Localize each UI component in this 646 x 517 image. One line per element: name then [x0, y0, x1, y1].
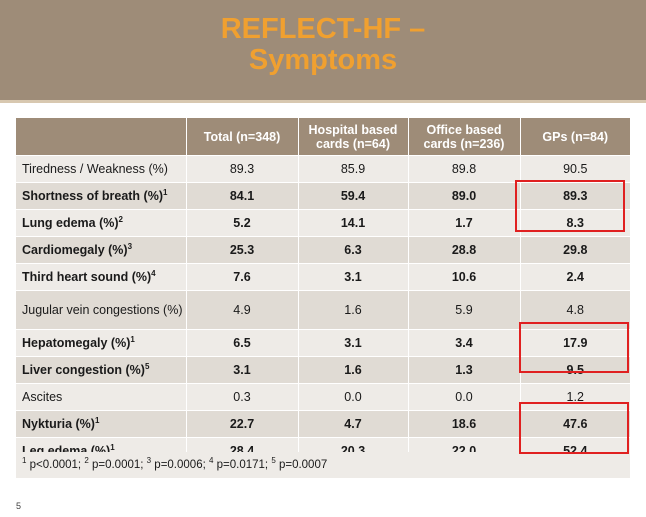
cell-hospital: 3.1 — [297, 263, 408, 291]
cell-hospital: 0.0 — [297, 383, 408, 411]
highlight-box-breath-lung — [515, 180, 625, 232]
cell-total: 22.7 — [185, 410, 298, 438]
row-label: Liver congestion (%)5 — [16, 356, 186, 384]
significance-footnote: 1 p<0.0001; 2 p=0.0001; 3 p=0.0006; 4 p=… — [16, 452, 630, 478]
cell-gps: 8.3 — [519, 209, 630, 237]
cell-office: 1.3 — [407, 356, 520, 384]
row-label: Hepatomegaly (%)1 — [16, 329, 186, 357]
title-banner: REFLECT-HF – Symptoms — [0, 0, 646, 103]
cell-office: 89.0 — [407, 182, 520, 210]
cell-hospital: 6.3 — [297, 236, 408, 264]
row-label: Jugular vein congestions (%) — [16, 290, 186, 330]
cell-gps: 1.2 — [519, 383, 630, 411]
cell-gps: 17.9 — [519, 329, 630, 357]
row-label: Third heart sound (%)4 — [16, 263, 186, 291]
cell-gps: 89.3 — [519, 182, 630, 210]
cell-office: 1.7 — [407, 209, 520, 237]
slide-title-line-1: REFLECT-HF – — [220, 13, 426, 45]
table-row: Jugular vein congestions (%) 4.9 1.6 5.9… — [16, 290, 630, 330]
row-label: Shortness of breath (%)1 — [16, 182, 186, 210]
cell-total: 5.2 — [185, 209, 298, 237]
table-row: Nykturia (%)1 22.7 4.7 18.6 47.6 — [16, 410, 630, 438]
cell-hospital: 85.9 — [297, 155, 408, 183]
cell-total: 6.5 — [185, 329, 298, 357]
table-row: Third heart sound (%)4 7.6 3.1 10.6 2.4 — [16, 263, 630, 291]
cell-gps: 29.8 — [519, 236, 630, 264]
cell-gps: 2.4 — [519, 263, 630, 291]
cell-hospital: 3.1 — [297, 329, 408, 357]
table-header-row: Total (n=348) Hospital based cards (n=64… — [16, 118, 630, 156]
cell-office: 5.9 — [407, 290, 520, 330]
cell-hospital: 4.7 — [297, 410, 408, 438]
header-office-based-cards: Office based cards (n=236) — [407, 118, 520, 156]
cell-hospital: 14.1 — [297, 209, 408, 237]
cell-total: 3.1 — [185, 356, 298, 384]
cell-office: 10.6 — [407, 263, 520, 291]
table-row: Lung edema (%)2 5.2 14.1 1.7 8.3 — [16, 209, 630, 237]
table-row: Ascites 0.3 0.0 0.0 1.2 — [16, 383, 630, 411]
cell-office: 28.8 — [407, 236, 520, 264]
header-gps: GPs (n=84) — [519, 118, 630, 156]
cell-hospital: 1.6 — [297, 290, 408, 330]
cell-hospital: 1.6 — [297, 356, 408, 384]
cell-total: 0.3 — [185, 383, 298, 411]
row-label: Cardiomegaly (%)3 — [16, 236, 186, 264]
cell-hospital: 59.4 — [297, 182, 408, 210]
cell-office: 18.6 — [407, 410, 520, 438]
table-row: Shortness of breath (%)1 84.1 59.4 89.0 … — [16, 182, 630, 210]
slide-title: REFLECT-HF – Symptoms — [0, 14, 646, 76]
header-hospital-based-cards: Hospital based cards (n=64) — [297, 118, 408, 156]
cell-gps: 47.6 — [519, 410, 630, 438]
table-row: Cardiomegaly (%)3 25.3 6.3 28.8 29.8 — [16, 236, 630, 264]
table-row: Liver congestion (%)5 3.1 1.6 1.3 9.5 — [16, 356, 630, 384]
cell-total: 7.6 — [185, 263, 298, 291]
page-number: 5 — [16, 501, 22, 511]
cell-total: 4.9 — [185, 290, 298, 330]
banner-accent-line — [0, 100, 646, 103]
cell-office: 89.8 — [407, 155, 520, 183]
cell-gps: 9.5 — [519, 356, 630, 384]
cell-gps: 90.5 — [519, 155, 630, 183]
cell-total: 25.3 — [185, 236, 298, 264]
cell-total: 89.3 — [185, 155, 298, 183]
cell-total: 84.1 — [185, 182, 298, 210]
header-total: Total (n=348) — [185, 118, 298, 156]
table-row: Tiredness / Weakness (%) 89.3 85.9 89.8 … — [16, 155, 630, 183]
table-row: Hepatomegaly (%)1 6.5 3.1 3.4 17.9 — [16, 329, 630, 357]
cell-office: 0.0 — [407, 383, 520, 411]
row-label: Nykturia (%)1 — [16, 410, 186, 438]
cell-office: 3.4 — [407, 329, 520, 357]
row-label: Lung edema (%)2 — [16, 209, 186, 237]
row-label: Tiredness / Weakness (%) — [16, 155, 186, 183]
highlight-box-nykturia-leg — [519, 402, 629, 454]
symptoms-table: Total (n=348) Hospital based cards (n=64… — [16, 118, 630, 465]
slide-title-line-2: Symptoms — [248, 44, 398, 76]
highlight-box-liver — [519, 322, 629, 373]
row-label: Ascites — [16, 383, 186, 411]
header-cell-empty — [16, 118, 186, 156]
